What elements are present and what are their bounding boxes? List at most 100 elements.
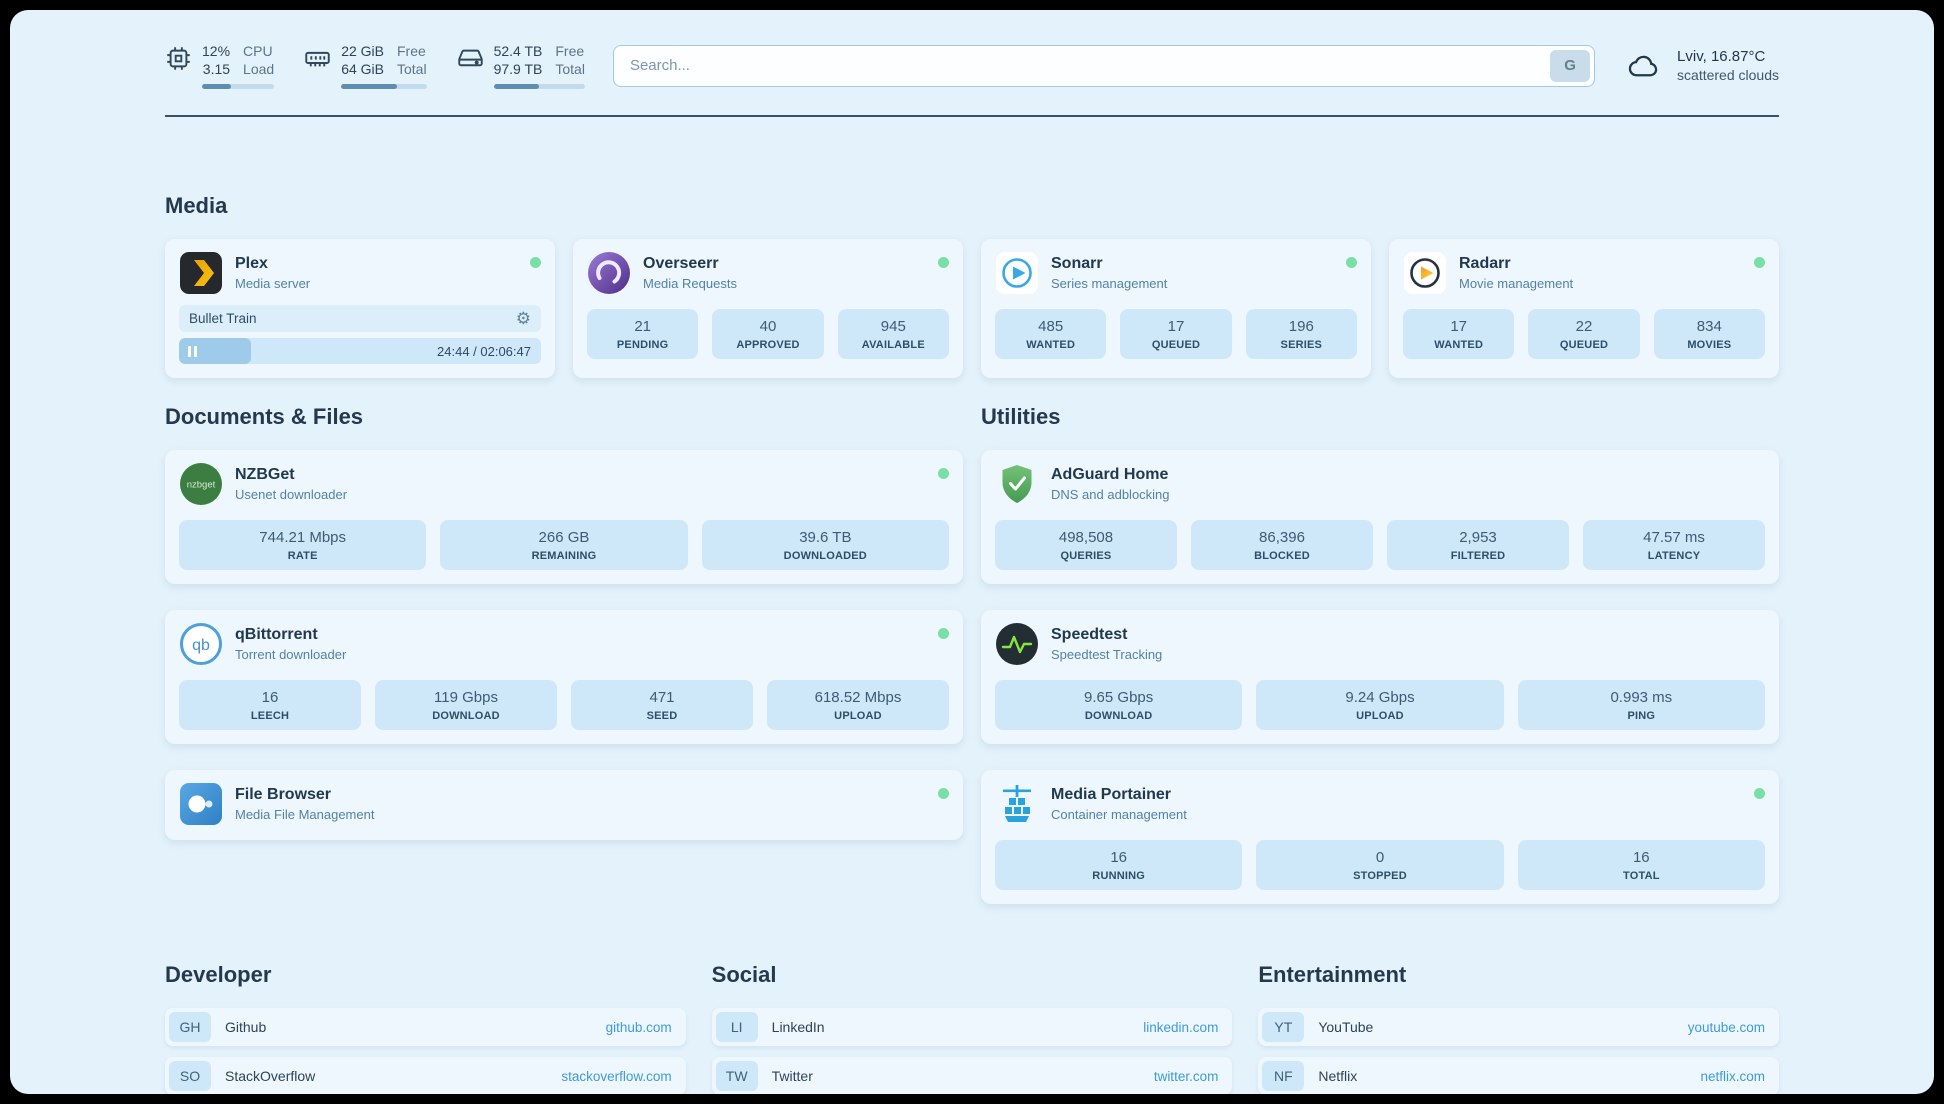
stat-downloaded: 39.6 TB DOWNLOADED <box>701 520 949 570</box>
playback-progress-fill <box>179 338 252 364</box>
bookmark-name: YouTube <box>1318 1019 1374 1035</box>
bookmark-group-title: Social <box>711 962 777 987</box>
service-card-qbittorrent[interactable]: qb qBittorrent Torrent downloader <box>165 610 963 744</box>
bookmark-name: StackOverflow <box>225 1068 316 1084</box>
dashboard-page: 12% 3.15 CPU Load <box>10 10 1934 1094</box>
bookmark-group-entertainment: Entertainment YT YouTube youtube.com NF … <box>1258 962 1779 1094</box>
stat-running: 16 RUNNING <box>995 840 1243 890</box>
bookmark-stackoverflow[interactable]: SO StackOverflow stackoverflow.com <box>165 1057 686 1094</box>
service-subtitle: Speedtest Tracking <box>1051 647 1163 662</box>
bookmark-url: youtube.com <box>1687 1019 1765 1035</box>
playback-time: 24:44 / 02:06:47 <box>437 343 531 359</box>
stat-wanted: 17 WANTED <box>1403 309 1515 359</box>
disk-total-value: 97.9 TB <box>493 61 543 77</box>
sonarr-icon <box>995 251 1039 295</box>
top-bar: 12% 3.15 CPU Load <box>165 42 1779 89</box>
bookmark-name: LinkedIn <box>771 1019 825 1035</box>
bookmark-name: Netflix <box>1318 1068 1358 1084</box>
search-bar: G <box>612 44 1596 87</box>
bookmark-group-developer: Developer GH Github github.com SO StackO… <box>165 962 686 1094</box>
stat-approved: 40 APPROVED <box>712 309 824 359</box>
service-subtitle: DNS and adblocking <box>1051 487 1170 502</box>
service-name: Overseerr <box>643 255 719 272</box>
radarr-icon <box>1403 251 1447 295</box>
stat-wanted: 485 WANTED <box>995 309 1107 359</box>
bookmark-youtube[interactable]: YT YouTube youtube.com <box>1258 1008 1779 1046</box>
bookmark-name: Github <box>225 1019 267 1035</box>
adguard-icon <box>995 462 1039 506</box>
bookmark-abbr: NF <box>1262 1061 1305 1091</box>
bookmark-abbr: YT <box>1262 1012 1305 1042</box>
service-card-portainer[interactable]: Media Portainer Container management 16 … <box>981 770 1779 904</box>
bookmark-abbr: LI <box>715 1012 758 1042</box>
service-card-speedtest[interactable]: Speedtest Speedtest Tracking 9.65 Gbps D… <box>981 610 1779 744</box>
cpu-load-label: Load <box>243 61 275 77</box>
stat-filtered: 2,953 FILTERED <box>1387 520 1569 570</box>
bookmark-name: Twitter <box>771 1068 813 1084</box>
svg-text:qb: qb <box>192 637 210 654</box>
disk-total-label: Total <box>555 61 585 77</box>
stat-leech: 16 LEECH <box>179 680 361 730</box>
service-name: Sonarr <box>1051 255 1103 272</box>
disk-free-label: Free <box>555 43 585 59</box>
speedtest-icon <box>995 622 1039 666</box>
memory-widget: 22 GiB 64 GiB Free Total <box>304 42 427 89</box>
portainer-icon <box>995 782 1039 826</box>
stat-upload: 9.24 Gbps UPLOAD <box>1256 680 1504 730</box>
disk-free-value: 52.4 TB <box>493 43 543 59</box>
cpu-usage-label: CPU <box>243 43 273 59</box>
weather-location: Lviv, 16.87°C <box>1677 48 1766 65</box>
memory-icon <box>304 45 331 72</box>
service-card-nzbget[interactable]: nzbget NZBGet Usenet downloader 74 <box>165 450 963 584</box>
service-card-sonarr[interactable]: Sonarr Series management 485 WANTED 17 Q… <box>981 239 1371 378</box>
section-title-utilities: Utilities <box>981 404 1061 429</box>
bookmark-linkedin[interactable]: LI LinkedIn linkedin.com <box>711 1008 1233 1046</box>
memory-progress-fill <box>341 84 397 89</box>
service-card-overseerr[interactable]: Overseerr Media Requests 21 PENDING 40 A… <box>573 239 963 378</box>
memory-free-value: 22 GiB <box>341 43 384 59</box>
gear-icon[interactable]: ⚙︎ <box>515 309 531 328</box>
memory-total-value: 64 GiB <box>341 61 384 77</box>
section-title-documents: Documents & Files <box>165 404 364 429</box>
bookmark-twitter[interactable]: TW Twitter twitter.com <box>711 1057 1233 1094</box>
playback-progress-bar[interactable]: 24:44 / 02:06:47 <box>179 338 541 364</box>
weather-widget[interactable]: Lviv, 16.87°C scattered clouds <box>1623 48 1779 83</box>
stat-queries: 498,508 QUERIES <box>995 520 1177 570</box>
service-name: Radarr <box>1459 255 1511 272</box>
bookmark-netflix[interactable]: NF Netflix netflix.com <box>1258 1057 1779 1094</box>
stat-total: 16 TOTAL <box>1517 840 1765 890</box>
bookmark-github[interactable]: GH Github github.com <box>165 1008 686 1046</box>
status-dot <box>1754 257 1765 268</box>
service-card-plex[interactable]: Plex Media server Bullet Train ⚙︎ <box>165 239 555 378</box>
stat-available: 945 AVAILABLE <box>837 309 949 359</box>
disk-progress-bar <box>493 84 585 89</box>
cpu-usage-value: 12% <box>202 43 231 59</box>
service-card-radarr[interactable]: Radarr Movie management 17 WANTED 22 QUE… <box>1389 239 1779 378</box>
stat-download: 119 Gbps DOWNLOAD <box>375 680 557 730</box>
header-divider <box>165 115 1779 117</box>
stat-seed: 471 SEED <box>571 680 753 730</box>
bookmark-abbr: TW <box>715 1061 758 1091</box>
overseerr-icon <box>587 251 631 295</box>
plex-icon <box>179 251 223 295</box>
bookmark-url: twitter.com <box>1153 1068 1219 1084</box>
disk-progress-fill <box>493 84 540 89</box>
service-subtitle: Media Requests <box>643 276 737 291</box>
svg-text:nzbget: nzbget <box>187 480 216 491</box>
section-documents: Documents & Files nzbget <box>165 404 963 840</box>
stat-queued: 17 QUEUED <box>1120 309 1232 359</box>
memory-total-label: Total <box>397 61 427 77</box>
pause-icon[interactable] <box>188 345 197 357</box>
nzbget-icon: nzbget <box>179 462 223 506</box>
search-provider-button[interactable]: G <box>1550 49 1591 82</box>
service-card-adguard[interactable]: AdGuard Home DNS and adblocking 498,508 … <box>981 450 1779 584</box>
stat-download: 9.65 Gbps DOWNLOAD <box>995 680 1243 730</box>
cpu-load-value: 3.15 <box>202 61 231 77</box>
cpu-progress-fill <box>202 84 231 89</box>
service-card-filebrowser[interactable]: File Browser Media File Management <box>165 770 963 840</box>
stat-latency: 47.57 ms LATENCY <box>1583 520 1765 570</box>
search-input[interactable] <box>612 44 1596 87</box>
bookmark-url: linkedin.com <box>1143 1019 1219 1035</box>
stat-rate: 744.21 Mbps RATE <box>179 520 427 570</box>
stat-upload: 618.52 Mbps UPLOAD <box>767 680 949 730</box>
